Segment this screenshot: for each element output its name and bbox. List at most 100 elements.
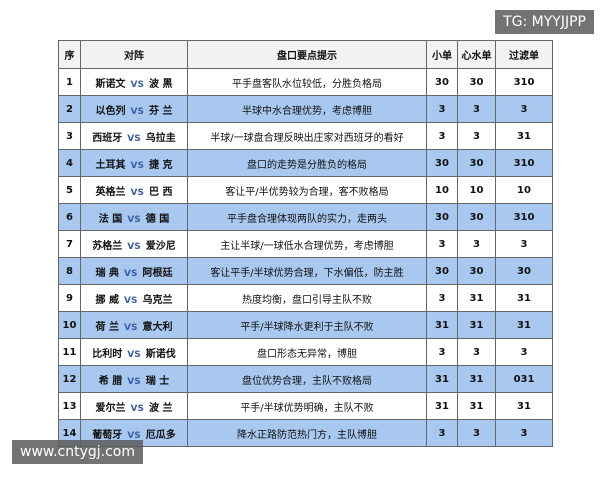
home-team: 爱尔兰 bbox=[95, 402, 126, 414]
index-cell: 1 bbox=[58, 68, 81, 96]
hint-cell: 平手盘合理体现两队的实力，走两头 bbox=[187, 203, 427, 231]
away-team: 波 兰 bbox=[148, 402, 173, 414]
pick-cell: 310 bbox=[495, 149, 553, 177]
pick-cell: 30 bbox=[426, 203, 458, 231]
header-cell: 序 bbox=[58, 40, 81, 69]
match-cell: 斯诺文 VS 波 黑 bbox=[80, 68, 188, 96]
table-row: 4 土耳其 VS 捷 克盘口的走势是分胜负的格局 30 30 310 bbox=[58, 149, 553, 177]
table-row: 2 以色列 VS 芬 兰半球中水合理优势，考虑博胆 3 3 3 bbox=[58, 95, 553, 123]
match-cell: 西班牙 VS 乌拉圭 bbox=[80, 122, 188, 150]
hint-cell: 平手盘客队水位较低，分胜负格局 bbox=[187, 68, 427, 96]
pick-cell: 10 bbox=[426, 176, 458, 204]
pick-cell: 31 bbox=[457, 365, 496, 393]
pick-cell: 3 bbox=[426, 419, 458, 447]
hint-cell: 平手/半球优势明确，主队不败 bbox=[187, 392, 427, 420]
table-row: 7 苏格兰 VS 爱沙尼 主让半球/一球低水合理优势，考虑博胆 3 3 3 bbox=[58, 230, 553, 258]
watermark: www.cntygj.com bbox=[12, 440, 143, 464]
away-team: 德 国 bbox=[145, 213, 170, 225]
pick-cell: 31 bbox=[495, 311, 553, 339]
away-team: 波 黑 bbox=[148, 78, 173, 90]
pick-cell: 310 bbox=[495, 203, 553, 231]
pick-cell: 30 bbox=[457, 257, 496, 285]
match-cell: 瑞 典 VS 阿根廷 bbox=[80, 257, 188, 285]
pick-cell: 3 bbox=[426, 338, 458, 366]
table: 序对阵 盘口要点提示 小单 心水单 过滤单 1 斯诺文 VS 波 黑 平手盘客队水位较低，分胜负… bbox=[58, 40, 553, 447]
index-cell: 3 bbox=[58, 122, 81, 150]
away-team: 阿根廷 bbox=[142, 267, 173, 279]
match-cell: 以色列 VS 芬 兰 bbox=[80, 95, 188, 123]
pick-cell: 31 bbox=[426, 365, 458, 393]
home-team: 葡萄牙 bbox=[92, 429, 123, 441]
table-row: 3 西班牙 VS 乌拉圭 半球/一球盘合理反映出庄家对西班牙的看好 3 3 31 bbox=[58, 122, 553, 150]
pick-cell: 30 bbox=[495, 257, 553, 285]
pick-cell: 3 bbox=[426, 122, 458, 150]
away-team: 捷 克 bbox=[148, 159, 173, 171]
home-team: 西班牙 bbox=[92, 132, 123, 144]
away-team: 巴 西 bbox=[148, 186, 173, 198]
pick-cell: 3 bbox=[457, 95, 496, 123]
pick-cell: 3 bbox=[426, 284, 458, 312]
home-team: 荷 兰 bbox=[95, 321, 120, 333]
header-cell: 盘口要点提示 bbox=[187, 40, 427, 69]
away-team: 瑞 士 bbox=[145, 375, 170, 387]
index-cell: 13 bbox=[58, 392, 81, 420]
versus: VS bbox=[127, 376, 141, 387]
index-cell: 8 bbox=[58, 257, 81, 285]
match-cell: 土耳其 VS 捷 克 bbox=[80, 149, 188, 177]
pick-cell: 310 bbox=[495, 68, 553, 96]
index-cell: 10 bbox=[58, 311, 81, 339]
index-cell: 5 bbox=[58, 176, 81, 204]
table-row: 5 英格兰 VS 巴 西客让平/半优势较为合理，客不败格局 10 10 10 bbox=[58, 176, 553, 204]
home-team: 瑞 典 bbox=[95, 267, 120, 279]
pick-cell: 31 bbox=[426, 311, 458, 339]
pick-cell: 3 bbox=[495, 419, 553, 447]
match-cell: 苏格兰 VS 爱沙尼 bbox=[80, 230, 188, 258]
pick-cell: 031 bbox=[495, 365, 553, 393]
table-row: 13 爱尔兰 VS 波 兰平手/半球优势明确，主队不败 31 31 31 bbox=[58, 392, 553, 420]
pick-cell: 31 bbox=[426, 392, 458, 420]
home-team: 苏格兰 bbox=[92, 240, 123, 252]
pick-cell: 30 bbox=[426, 149, 458, 177]
header-cell: 心水单 bbox=[457, 40, 496, 69]
pick-cell: 30 bbox=[426, 68, 458, 96]
index-cell: 11 bbox=[58, 338, 81, 366]
watermark: TG: MYYJJPP bbox=[495, 10, 594, 34]
away-team: 乌拉圭 bbox=[145, 132, 176, 144]
pick-cell: 10 bbox=[495, 176, 553, 204]
away-team: 芬 兰 bbox=[148, 105, 173, 117]
index-cell: 4 bbox=[58, 149, 81, 177]
away-team: 斯诺伐 bbox=[145, 348, 176, 360]
pick-cell: 31 bbox=[495, 122, 553, 150]
versus: VS bbox=[127, 214, 141, 225]
index-cell: 6 bbox=[58, 203, 81, 231]
versus: VS bbox=[127, 349, 141, 360]
versus: VS bbox=[130, 79, 144, 90]
pick-cell: 10 bbox=[457, 176, 496, 204]
hint-cell: 客让平手/半球优势合理，下水偏低，防主胜 bbox=[187, 257, 427, 285]
header-cell: 小单 bbox=[426, 40, 458, 69]
index-cell: 12 bbox=[58, 365, 81, 393]
header-row: 序对阵 盘口要点提示 小单 心水单 过滤单 bbox=[58, 40, 553, 69]
header-cell: 对阵 bbox=[80, 40, 188, 69]
away-team: 爱沙尼 bbox=[145, 240, 176, 252]
table-row: 1 斯诺文 VS 波 黑平手盘客队水位较低，分胜负格局 30 30 310 bbox=[58, 68, 553, 96]
hint-cell: 盘口形态无异常，博胆 bbox=[187, 338, 427, 366]
table-row: 12 希 腊 VS 瑞 士盘位优势合理，主队不败格局 31 31 031 bbox=[58, 365, 553, 393]
versus: VS bbox=[130, 160, 144, 171]
home-team: 法 国 bbox=[98, 213, 123, 225]
hint-cell: 盘位优势合理，主队不败格局 bbox=[187, 365, 427, 393]
pick-cell: 31 bbox=[457, 284, 496, 312]
index-cell: 2 bbox=[58, 95, 81, 123]
pick-cell: 3 bbox=[457, 230, 496, 258]
pick-cell: 3 bbox=[426, 95, 458, 123]
home-team: 挪 威 bbox=[95, 294, 120, 306]
hint-cell: 主让半球/一球低水合理优势，考虑博胆 bbox=[187, 230, 427, 258]
pick-cell: 31 bbox=[457, 392, 496, 420]
table-row: 11 比利时 VS 斯诺伐 盘口形态无异常，博胆 3 3 3 bbox=[58, 338, 553, 366]
versus: VS bbox=[127, 241, 141, 252]
hint-cell: 半球中水合理优势，考虑博胆 bbox=[187, 95, 427, 123]
header-cell: 过滤单 bbox=[495, 40, 553, 69]
